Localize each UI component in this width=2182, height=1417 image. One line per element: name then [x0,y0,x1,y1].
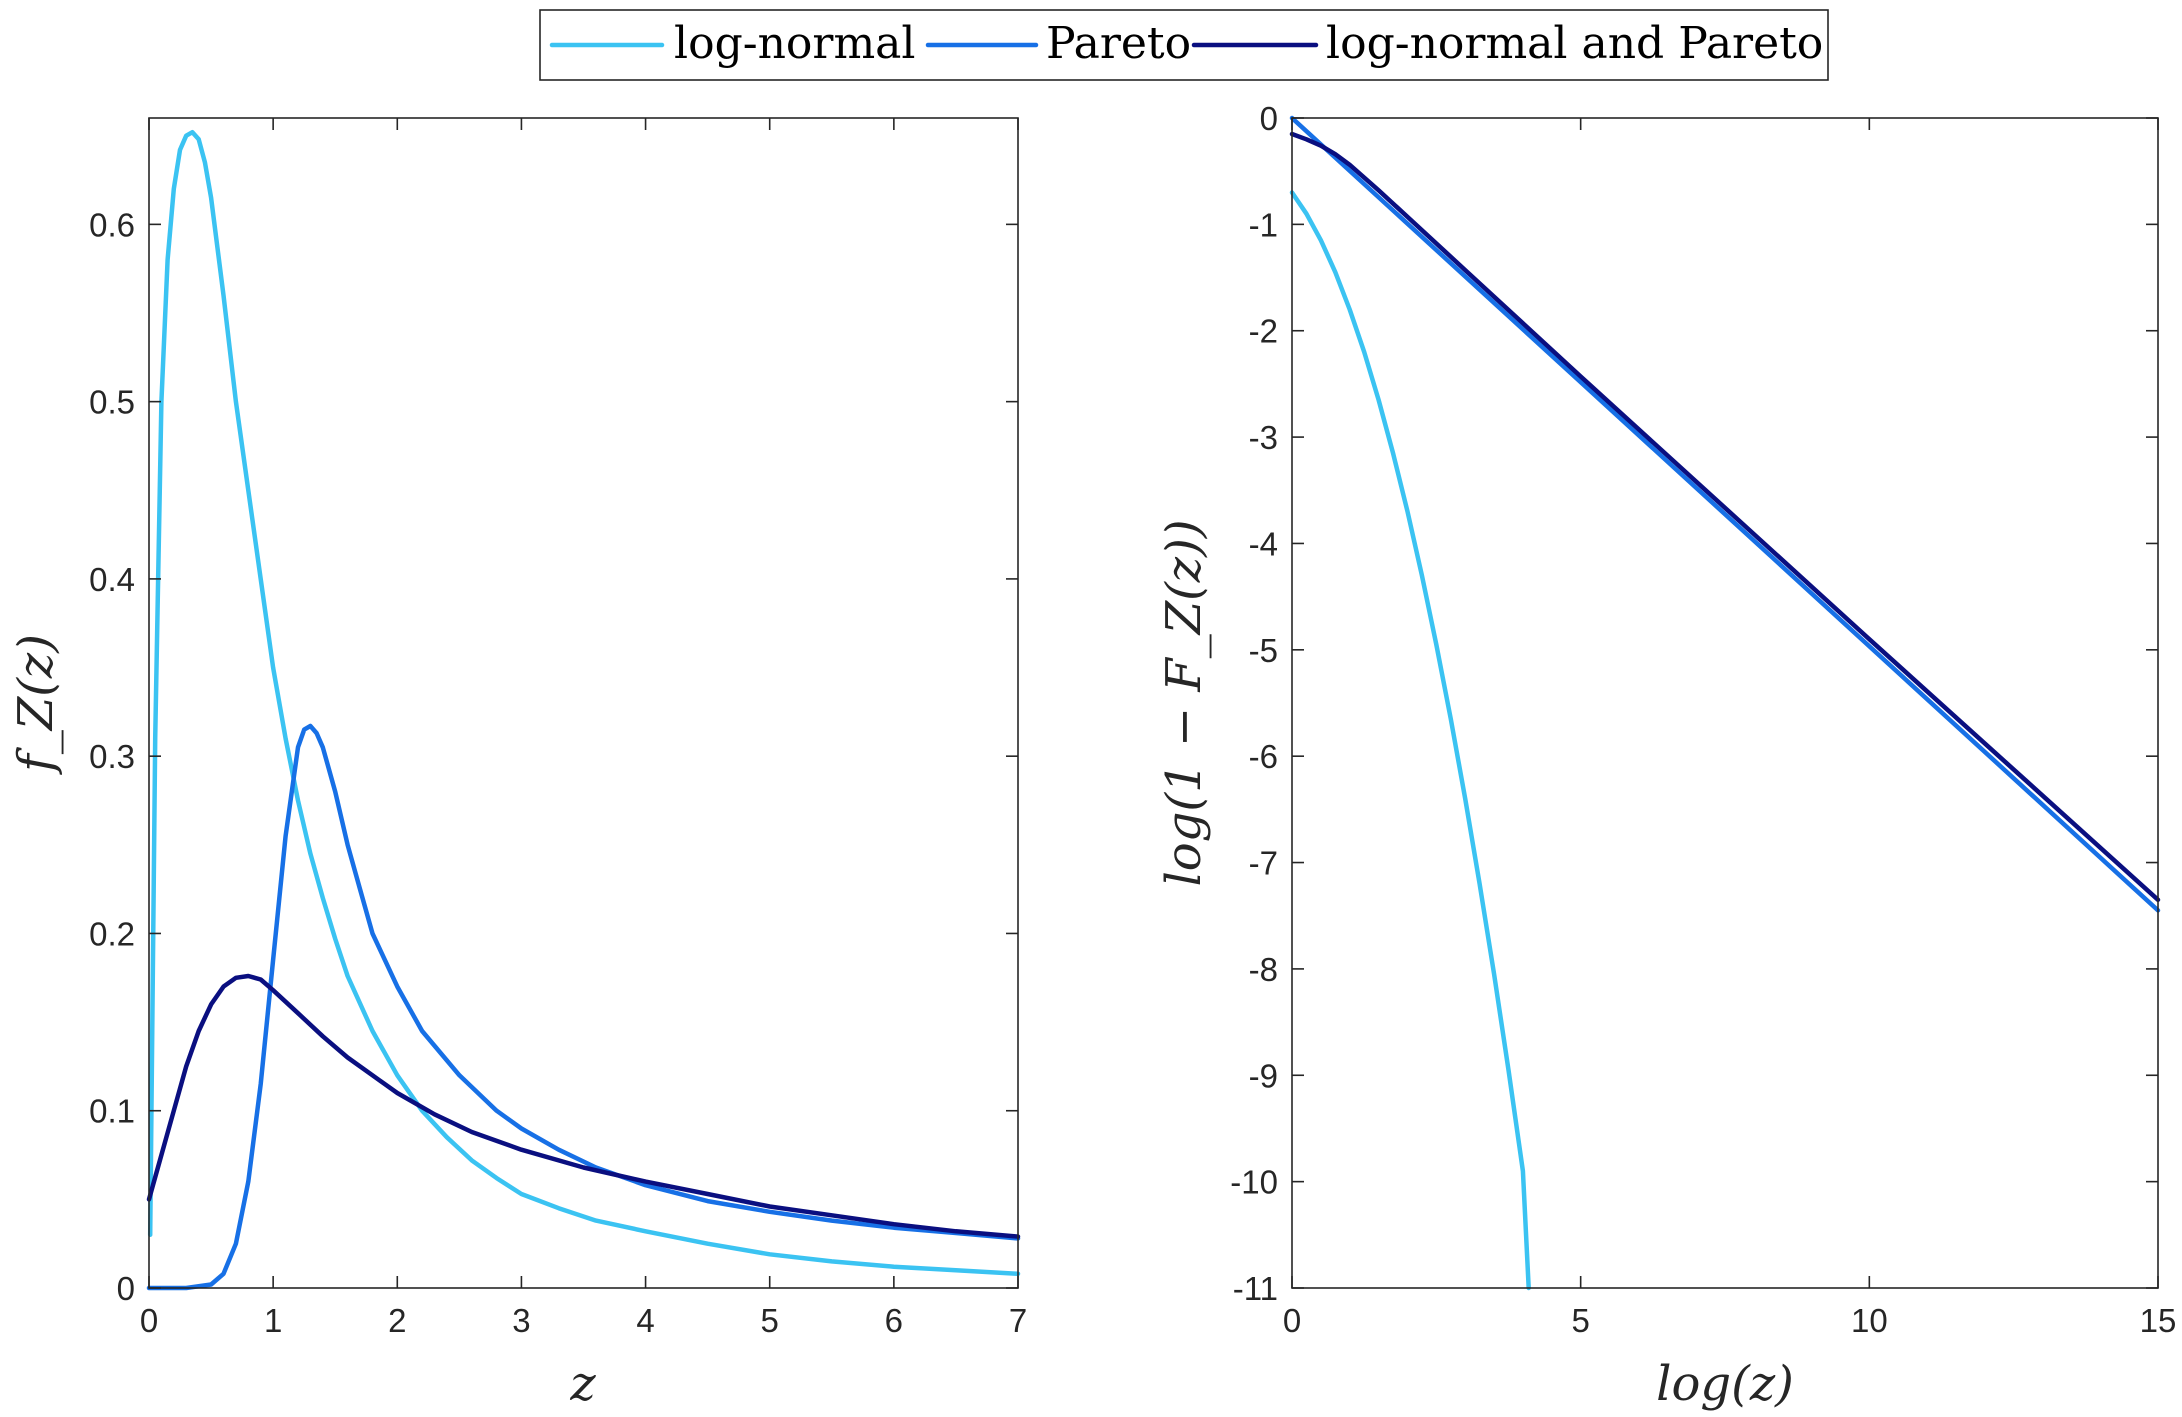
right-plot-curves [1289,115,2161,1291]
right-ytick-label: -7 [1249,845,1278,882]
right-xtick-label: 5 [1571,1302,1589,1339]
left-ytick-label: 0.4 [89,561,135,598]
left-series-pareto [146,723,1021,1291]
left-series-log-normal-and-pareto [146,973,1021,1239]
left-plot-xlabel: z [569,1356,596,1412]
right-ytick-label: -10 [1230,1164,1278,1201]
right-plot-xlabel: log(z) [1656,1356,1794,1412]
right-ytick-label: -6 [1249,738,1278,775]
right-ytick-label: -2 [1249,313,1278,350]
legend: log-normal Pareto log-normal and Pareto [539,9,1829,81]
left-xtick-label: 2 [388,1302,406,1339]
left-xtick-label: 4 [636,1302,654,1339]
right-xtick-label: 0 [1283,1302,1301,1339]
legend-label-pareto: Pareto [1046,18,1191,69]
left-xtick-label: 0 [140,1302,158,1339]
left-xtick-label: 7 [1009,1302,1027,1339]
right-plot-ticks: 0 5 10 15 0 -1 -2 -3 -4 -5 -6 -7 -8 -9 -10 -11 [1230,100,2176,1339]
left-plot: 0 1 2 3 4 5 6 7 0 0.1 0.2 0.3 0.4 0.5 0.6 z f_Z(z) [8,117,1027,1412]
left-plot-curves [146,129,1021,1291]
right-ytick-label: -5 [1249,632,1278,669]
right-ytick-label: 0 [1260,100,1278,137]
legend-label-log-normal: log-normal [674,18,915,69]
left-ytick-label: 0 [117,1270,135,1307]
right-ytick-label: -11 [1233,1270,1278,1307]
left-series-log-normal [147,129,1021,1277]
right-ytick-label: -4 [1249,525,1278,562]
right-ytick-label: -1 [1249,206,1278,243]
left-xtick-label: 6 [885,1302,903,1339]
right-xtick-label: 10 [1851,1302,1888,1339]
right-xtick-label: 15 [2140,1302,2177,1339]
left-plot-frame [148,117,1019,1289]
left-ytick-label: 0.2 [89,915,135,952]
right-ytick-label: -9 [1249,1057,1278,1094]
left-xtick-label: 5 [761,1302,779,1339]
left-ytick-label: 0.3 [89,738,135,775]
right-ytick-label: -8 [1249,951,1278,988]
left-xtick-label: 3 [512,1302,530,1339]
right-ytick-label: -3 [1249,419,1278,456]
right-series-pareto [1289,115,2161,913]
legend-box [539,9,1829,81]
left-ytick-label: 0.6 [89,206,135,243]
left-plot-ylabel: f_Z(z) [8,634,64,775]
right-plot: 0 5 10 15 0 -1 -2 -3 -4 -5 -6 -7 -8 -9 -10 -11 log(z) l… [1156,100,2176,1412]
left-plot-ticks: 0 1 2 3 4 5 6 7 0 0.1 0.2 0.3 0.4 0.5 0.6 [89,118,1027,1339]
right-plot-frame [1291,117,2159,1289]
right-plot-ylabel: log(1 − F_Z(z)) [1156,519,1212,886]
right-series-log-normal-and-pareto [1289,131,2161,903]
left-ytick-label: 0.5 [89,384,135,421]
right-series-log-normal [1289,190,1531,1291]
left-xtick-label: 1 [264,1302,282,1339]
left-ytick-label: 0.1 [89,1093,135,1130]
legend-label-log-normal-and-pareto: log-normal and Pareto [1326,18,1823,69]
